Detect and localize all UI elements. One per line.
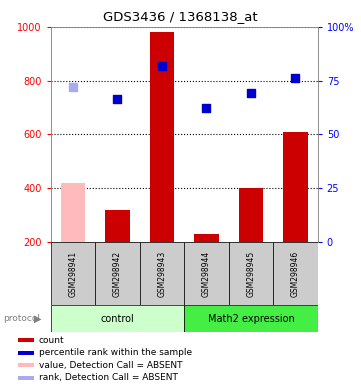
Text: rank, Detection Call = ABSENT: rank, Detection Call = ABSENT <box>39 373 178 382</box>
Bar <box>184 305 318 332</box>
Bar <box>239 188 263 242</box>
Text: percentile rank within the sample: percentile rank within the sample <box>39 348 192 357</box>
Bar <box>184 242 229 305</box>
Bar <box>105 210 130 242</box>
Text: count: count <box>39 336 65 345</box>
Point <box>70 84 76 91</box>
Bar <box>140 242 184 305</box>
Bar <box>273 242 318 305</box>
Bar <box>51 305 184 332</box>
Text: GSM298942: GSM298942 <box>113 250 122 297</box>
Point <box>292 75 298 81</box>
Text: Math2 expression: Math2 expression <box>208 314 294 324</box>
Point <box>248 90 254 96</box>
Text: GSM298941: GSM298941 <box>68 250 77 297</box>
Point <box>114 96 120 103</box>
Bar <box>18 376 34 380</box>
Bar <box>18 338 34 342</box>
Bar <box>149 32 174 242</box>
Bar <box>51 242 95 305</box>
Text: GSM298944: GSM298944 <box>202 250 211 297</box>
Bar <box>229 242 273 305</box>
Text: GSM298945: GSM298945 <box>247 250 255 297</box>
Bar <box>61 183 85 242</box>
Text: value, Detection Call = ABSENT: value, Detection Call = ABSENT <box>39 361 182 370</box>
Bar <box>95 242 140 305</box>
Text: GDS3436 / 1368138_at: GDS3436 / 1368138_at <box>103 10 258 23</box>
Text: ▶: ▶ <box>34 314 42 324</box>
Bar <box>194 234 219 242</box>
Text: GSM298946: GSM298946 <box>291 250 300 297</box>
Bar <box>283 132 308 242</box>
Text: GSM298943: GSM298943 <box>157 250 166 297</box>
Point <box>159 63 165 69</box>
Bar <box>18 351 34 355</box>
Bar <box>18 363 34 367</box>
Point <box>204 104 209 111</box>
Text: protocol: protocol <box>4 314 40 323</box>
Text: control: control <box>100 314 134 324</box>
